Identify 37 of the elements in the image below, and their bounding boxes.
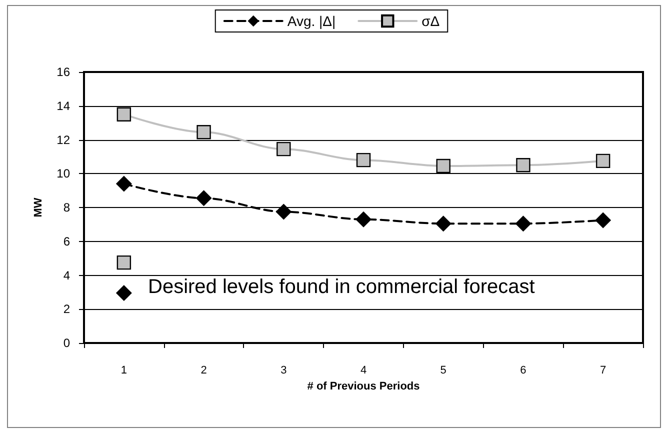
y-tick-label: 8: [63, 200, 70, 214]
point: [596, 154, 610, 168]
x-tick-label: 7: [600, 364, 606, 376]
point: [356, 152, 371, 168]
point: [595, 212, 612, 228]
point: [436, 158, 450, 174]
x-axis-title: # of Previous Periods: [307, 380, 420, 392]
x-tick-label: 1: [120, 364, 127, 376]
y-tick-label: 0: [63, 336, 70, 350]
x-tick-label: 3: [280, 364, 287, 376]
legend-label: Avg. |Δ|: [287, 13, 336, 29]
x-tick-label: 5: [440, 364, 446, 376]
y-tick-label: 12: [56, 132, 70, 147]
point: [196, 190, 212, 206]
point: [116, 176, 132, 192]
x-tick-label: 6: [520, 364, 526, 376]
y-axis-title: MW: [32, 197, 44, 218]
point: [516, 158, 530, 172]
point: [276, 204, 292, 220]
annotation: Desired levels found in commercial forecast: [148, 276, 536, 298]
y-tick-label: 14: [56, 98, 70, 113]
x-tick-label: 4: [360, 364, 367, 376]
point: [435, 216, 452, 232]
point: [116, 107, 132, 122]
point: [116, 255, 132, 270]
y-tick-label: 4: [63, 268, 70, 282]
x-tick-label: 2: [200, 364, 207, 376]
point: [515, 216, 532, 232]
point: [196, 125, 211, 140]
y-tick-label: 6: [63, 234, 70, 248]
legend-label: σΔ: [422, 13, 440, 29]
point: [276, 142, 291, 156]
point: [116, 285, 132, 302]
y-tick-label: 16: [56, 65, 70, 79]
point: [356, 211, 372, 228]
y-tick-label: 10: [56, 166, 70, 181]
y-tick-label: 2: [63, 302, 70, 316]
